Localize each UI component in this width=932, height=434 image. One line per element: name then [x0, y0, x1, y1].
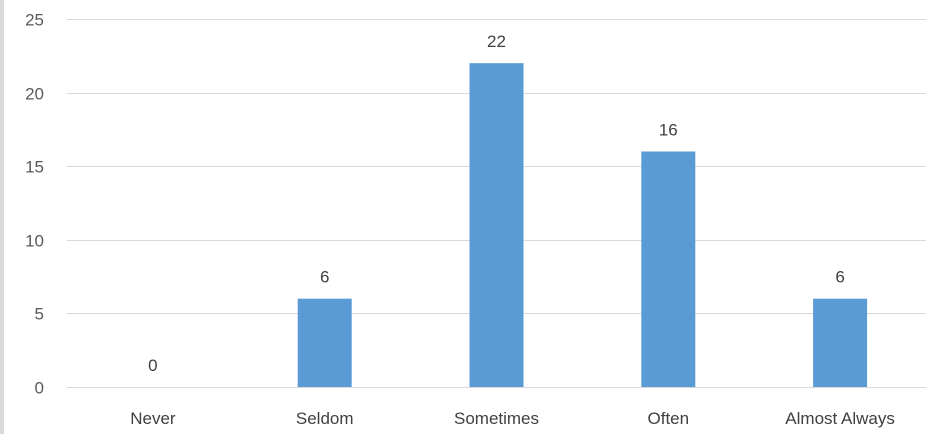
data-labels: 0 6 22 16 6 — [148, 32, 845, 375]
y-axis-tick-labels: 0 5 10 15 20 25 — [25, 11, 44, 398]
category-label: Never — [130, 409, 176, 428]
bar-sometimes — [469, 63, 524, 387]
category-label: Often — [648, 409, 690, 428]
window-left-edge — [0, 0, 4, 434]
data-label: 16 — [659, 120, 678, 139]
y-tick-label: 5 — [35, 305, 44, 324]
bars — [297, 63, 868, 387]
data-label: 22 — [487, 32, 506, 51]
category-label: Seldom — [296, 409, 354, 428]
x-axis-category-labels: Never Seldom Sometimes Often Almost Always — [130, 409, 895, 428]
y-tick-label: 20 — [25, 85, 44, 104]
category-label: Sometimes — [454, 409, 539, 428]
data-label: 6 — [835, 268, 844, 287]
bar-seldom — [297, 298, 352, 387]
y-tick-label: 10 — [25, 232, 44, 251]
gridlines — [67, 19, 926, 388]
data-label: 0 — [148, 356, 157, 375]
bar-almost-always — [813, 298, 868, 387]
y-tick-label: 25 — [25, 11, 44, 30]
y-tick-label: 15 — [25, 158, 44, 177]
y-tick-label: 0 — [35, 379, 44, 398]
bar-often — [641, 151, 696, 387]
category-label: Almost Always — [785, 409, 895, 428]
data-label: 6 — [320, 268, 329, 287]
